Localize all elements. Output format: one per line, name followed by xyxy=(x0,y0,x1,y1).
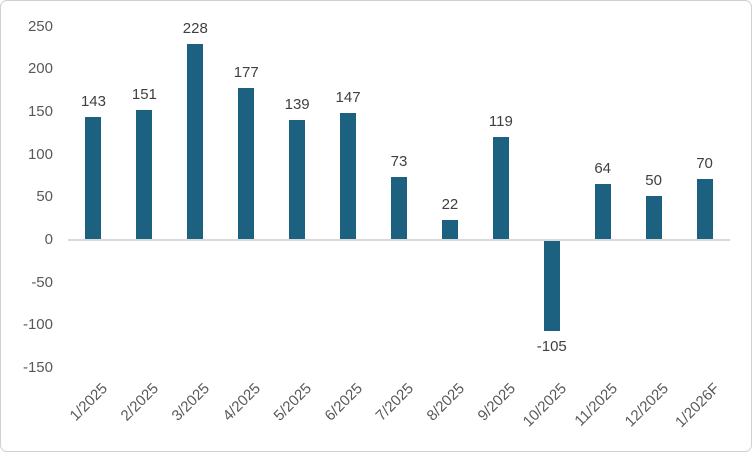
bar-value-label: 64 xyxy=(594,160,612,178)
bar xyxy=(696,179,713,239)
x-axis-line xyxy=(68,239,730,241)
y-axis-tick-label: 0 xyxy=(44,231,53,248)
bar xyxy=(238,87,255,239)
bar xyxy=(289,120,306,239)
bar xyxy=(391,176,407,239)
bar-value-label: 147 xyxy=(335,89,361,107)
bar xyxy=(492,137,509,239)
y-axis-tick-label: 250 xyxy=(27,17,53,35)
y-axis-tick-label: 100 xyxy=(27,145,53,163)
bar-value-label: 143 xyxy=(80,92,106,110)
bar xyxy=(594,184,611,239)
bar-value-label: 70 xyxy=(696,155,713,173)
bar-value-label: 119 xyxy=(488,113,513,131)
bar-value-label: 73 xyxy=(390,152,408,170)
y-axis-tick-label: -100 xyxy=(22,316,53,334)
y-axis-tick-label: 50 xyxy=(36,188,53,206)
bar-value-label: -105 xyxy=(536,337,567,355)
y-axis-tick-label: 150 xyxy=(27,102,53,120)
y-axis-tick-label: 200 xyxy=(27,60,53,78)
bar-value-label: 50 xyxy=(645,172,662,190)
y-axis-tick-label: -150 xyxy=(22,359,53,377)
y-axis-tick-label: -50 xyxy=(31,273,53,291)
bar xyxy=(543,241,560,331)
bar-value-label: 22 xyxy=(441,196,459,214)
bar xyxy=(187,44,204,239)
bar-value-label: 228 xyxy=(182,20,208,38)
bar-value-label: 177 xyxy=(233,63,259,81)
bar-value-label: 139 xyxy=(284,96,310,114)
bar xyxy=(340,113,357,239)
bar-value-label: 151 xyxy=(131,86,157,104)
bar xyxy=(441,220,458,239)
bar xyxy=(136,110,153,239)
bar xyxy=(645,196,662,239)
bar xyxy=(85,116,102,239)
